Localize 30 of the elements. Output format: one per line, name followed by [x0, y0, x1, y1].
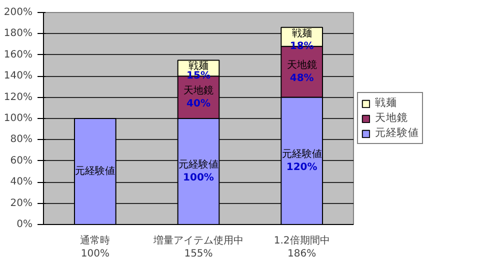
y-tick-label: 140% — [4, 70, 33, 82]
legend-label: 天地鏡 — [375, 111, 408, 125]
text: 戦麺 — [292, 28, 312, 40]
text: 元経験値 — [178, 160, 218, 170]
data-label: 15% — [186, 70, 210, 82]
x-tick-label: 通常時 100% — [80, 234, 110, 260]
data-label: 18% — [290, 40, 314, 52]
text: 戦麺 — [188, 61, 208, 72]
y-tick-label: 200% — [4, 7, 33, 18]
y-tick-label: 100% — [4, 113, 33, 124]
text: 天地鏡 — [184, 85, 214, 96]
y-tick-label: 0% — [16, 219, 33, 230]
legend-label: 戦麺 — [375, 96, 397, 110]
text: 天地鏡 — [286, 60, 317, 71]
data-label: 100% — [183, 172, 214, 184]
x-tick-label: 増量アイテム使用中 155% — [152, 234, 244, 260]
text: 元経験値 — [282, 148, 322, 160]
data-label: 48% — [290, 72, 314, 84]
data-label: 40% — [186, 98, 210, 110]
y-tick-label: 120% — [4, 92, 33, 103]
y-tick-label: 160% — [4, 49, 33, 60]
text: 元経験値 — [75, 166, 116, 177]
y-tick-label: 60% — [10, 155, 33, 166]
data-label: 120% — [286, 162, 318, 173]
y-tick-label: 180% — [4, 28, 33, 40]
y-tick-label: 40% — [10, 176, 33, 188]
x-tick-label: 1.2倍期間中 186% — [274, 234, 330, 260]
legend-label: 元経験値 — [375, 126, 419, 140]
y-tick-label: 80% — [10, 134, 33, 146]
y-tick-label: 20% — [10, 198, 33, 209]
